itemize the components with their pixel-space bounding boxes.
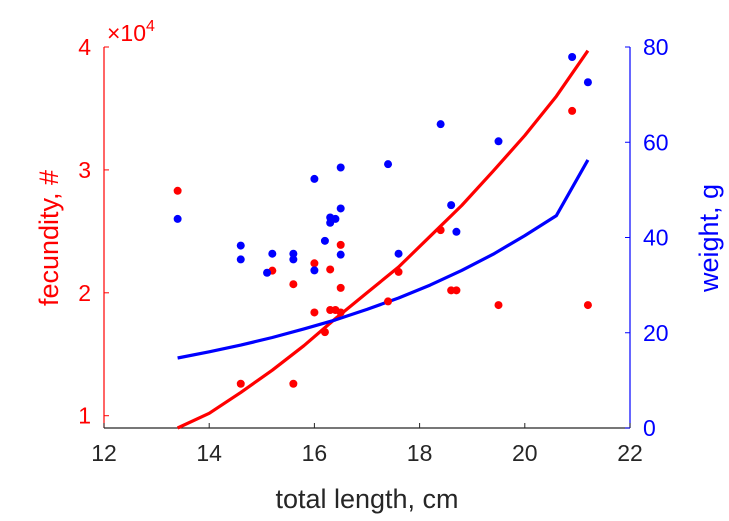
fecundity-point (320, 328, 329, 337)
weight-point (568, 53, 577, 62)
weight-point (331, 214, 340, 223)
x-axis-label: total length, cm (275, 484, 458, 514)
weight-point (583, 78, 592, 87)
y-left-tick-label: 2 (78, 280, 91, 306)
fecundity-point (452, 286, 461, 295)
fecundity-point (173, 186, 182, 195)
fecundity-point (568, 106, 577, 115)
x-tick-label: 20 (512, 440, 538, 466)
fecundity-point (310, 308, 319, 317)
weight-point (447, 201, 456, 210)
y-right-tick-label: 80 (643, 34, 669, 60)
fecundity-point (394, 267, 403, 276)
fecundity-fit-line (176, 49, 590, 430)
x-tick-label: 12 (91, 440, 117, 466)
weight-point (436, 120, 445, 129)
weight-fit-line (177, 159, 590, 360)
fecundity-point (236, 379, 245, 388)
weight-point (452, 227, 461, 236)
y-left-tick-label: 3 (78, 157, 91, 183)
weight-point (320, 236, 329, 245)
y-left-multiplier-base: ×10 (107, 20, 146, 46)
fecundity-point (310, 259, 319, 268)
data-points (173, 53, 592, 388)
fecundity-point (336, 283, 345, 292)
y-left-tick-label: 4 (78, 34, 91, 60)
y-right-tick-label: 20 (643, 320, 669, 346)
weight-point (236, 255, 245, 264)
y-right-tick-label: 40 (643, 225, 669, 251)
weight-point (268, 249, 277, 258)
weight-point (289, 255, 298, 264)
weight-point (336, 250, 345, 259)
y-left-multiplier-exp: 4 (146, 18, 155, 35)
fecundity-point (289, 379, 298, 388)
y-right-axis-label: weight, g (694, 184, 724, 293)
fecundity-point (384, 297, 393, 306)
weight-point (263, 268, 272, 277)
x-ticks: 12 14 16 18 20 22 (91, 423, 643, 466)
fecundity-point (583, 301, 592, 310)
fit-lines (176, 49, 590, 430)
y-left-multiplier: ×104 (107, 18, 155, 46)
weight-point (384, 160, 393, 169)
weight-point (310, 174, 319, 183)
y-right-tick-label: 0 (643, 415, 656, 441)
weight-point (336, 163, 345, 172)
x-tick-label: 18 (407, 440, 433, 466)
y-right-ticks: 0 20 40 60 80 (625, 34, 669, 441)
fecundity-point (494, 301, 503, 310)
weight-point (236, 241, 245, 250)
weight-point (289, 249, 298, 258)
weight-point (173, 214, 182, 223)
fecundity-point (336, 308, 345, 317)
y-left-ticks: 1 2 3 4 (78, 34, 109, 429)
fecundity-point (336, 240, 345, 249)
weight-point (394, 249, 403, 258)
y-right-tick-label: 60 (643, 129, 669, 155)
y-left-tick-label: 1 (78, 403, 91, 429)
fecundity-point (326, 265, 335, 274)
y-left-axis-label: fecundity, # (34, 170, 64, 306)
fecundity-point (436, 226, 445, 235)
x-tick-label: 22 (617, 440, 643, 466)
weight-point (310, 266, 319, 275)
x-tick-label: 16 (302, 440, 328, 466)
weight-point (336, 204, 345, 213)
x-tick-label: 14 (196, 440, 222, 466)
weight-point (494, 137, 503, 146)
fecundity-point (289, 280, 298, 289)
